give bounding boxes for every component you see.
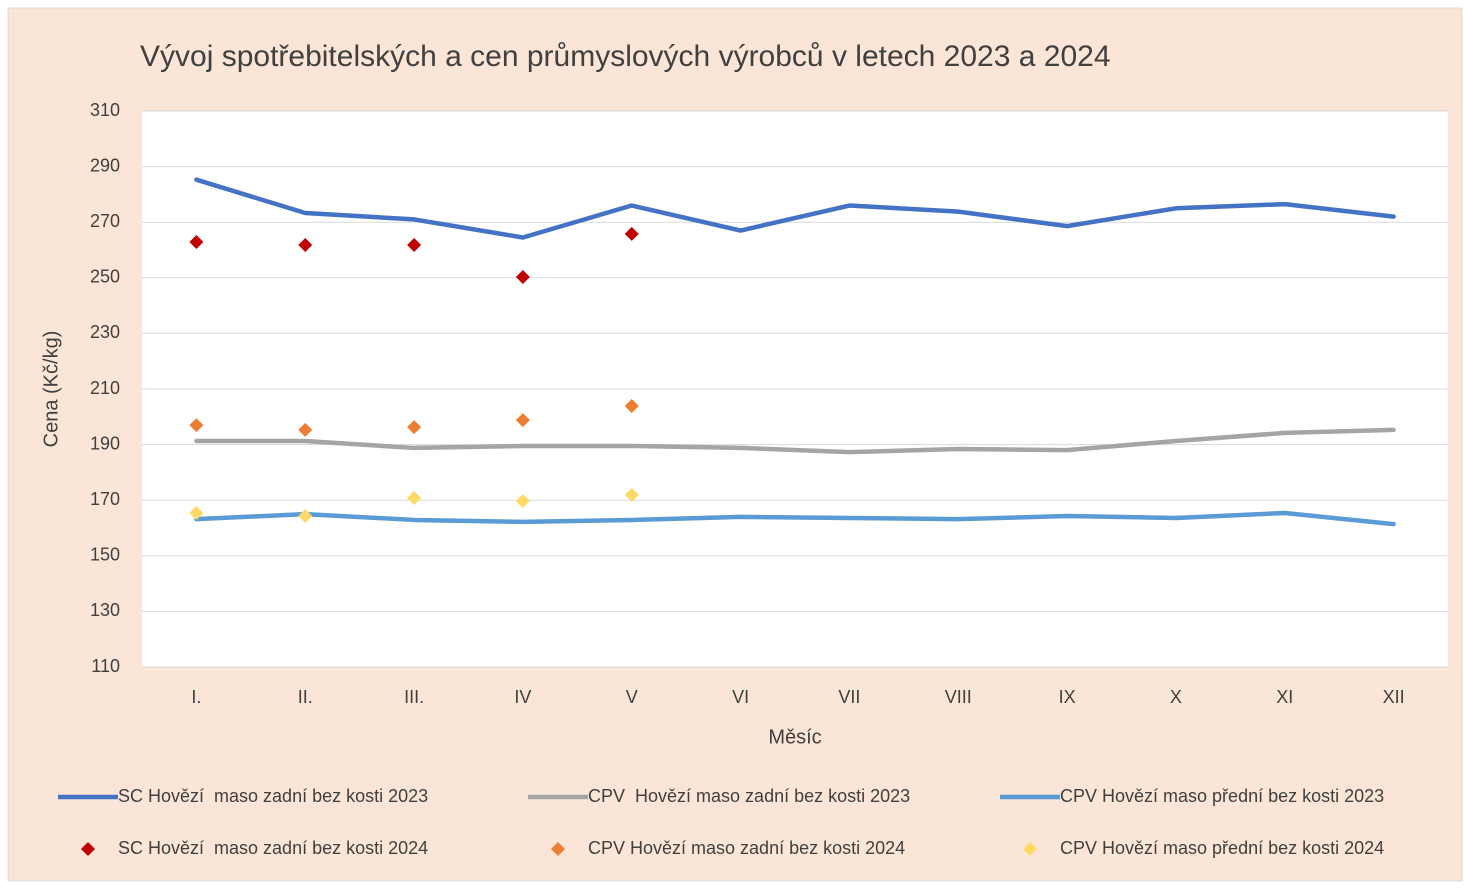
legend-label: CPV Hovězí maso přední bez kosti 2023 — [1060, 786, 1384, 806]
x-axis-title: Měsíc — [768, 726, 821, 748]
series-marker — [407, 420, 422, 435]
legend-label: CPV Hovězí maso zadní bez kosti 2023 — [588, 786, 910, 806]
x-tick-label: VIII — [945, 687, 972, 707]
legend-label: SC Hovězí maso zadní bez kosti 2023 — [118, 786, 428, 806]
series-marker — [298, 237, 313, 252]
series-marker — [515, 269, 530, 284]
y-tick-label: 230 — [90, 322, 120, 342]
series-marker — [189, 505, 204, 520]
series-marker — [407, 237, 422, 252]
legend-swatch — [551, 842, 565, 856]
x-tick-label: I. — [191, 687, 201, 707]
series-marker — [515, 413, 530, 428]
y-tick-label: 290 — [90, 155, 120, 175]
y-tick-label: 130 — [90, 600, 120, 620]
y-tick-label: 210 — [90, 378, 120, 398]
y-tick-label: 310 — [90, 100, 120, 120]
y-tick-label: 170 — [90, 489, 120, 509]
x-tick-label: XII — [1383, 687, 1405, 707]
y-tick-label: 250 — [90, 267, 120, 287]
series-line — [194, 177, 1396, 240]
chart-title: Vývoj spotřebitelských a cen průmyslovýc… — [140, 40, 1111, 73]
x-tick-label: VII — [838, 687, 860, 707]
y-axis-title: Cena (Kč/kg) — [40, 331, 62, 448]
y-tick-label: 270 — [90, 211, 120, 231]
legend-label: CPV Hovězí maso zadní bez kosti 2024 — [588, 838, 905, 858]
series-marker — [298, 509, 313, 524]
series-marker — [624, 487, 639, 502]
legend-label: CPV Hovězí maso přední bez kosti 2024 — [1060, 838, 1384, 858]
x-tick-label: X — [1170, 687, 1182, 707]
series-marker — [515, 494, 530, 509]
y-tick-label: 110 — [91, 656, 120, 676]
legend-swatch — [1023, 842, 1037, 856]
x-tick-label: IV — [514, 687, 531, 707]
series-line — [194, 427, 1396, 455]
x-tick-label: III. — [404, 687, 424, 707]
series-marker — [298, 422, 313, 437]
x-tick-label: VI — [732, 687, 749, 707]
x-tick-label: V — [626, 687, 638, 707]
series-marker — [189, 234, 204, 249]
x-tick-label: II. — [298, 687, 313, 707]
legend-label: SC Hovězí maso zadní bez kosti 2024 — [118, 838, 428, 858]
x-tick-label: XI — [1276, 687, 1293, 707]
series-marker — [407, 490, 422, 505]
x-tick-label: IX — [1059, 687, 1076, 707]
series-line — [194, 510, 1396, 527]
y-tick-label: 150 — [90, 545, 120, 565]
series-marker — [624, 398, 639, 413]
series-marker — [189, 418, 204, 433]
y-tick-label: 190 — [90, 433, 120, 453]
legend-swatch — [81, 842, 95, 856]
series-marker — [624, 226, 639, 241]
